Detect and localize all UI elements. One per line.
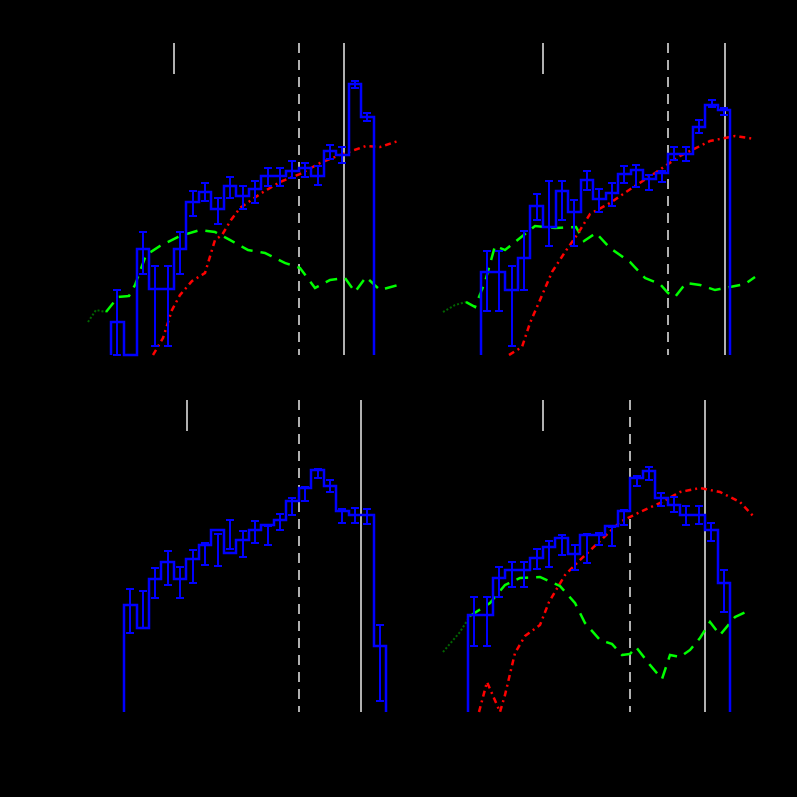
error-bar (326, 144, 334, 160)
error-bar (620, 509, 628, 526)
error-bar (301, 486, 309, 502)
error-bar (545, 180, 553, 247)
error-bar (708, 99, 716, 108)
error-bar (351, 507, 359, 524)
panel-top-right (442, 43, 756, 357)
error-bar (720, 107, 728, 116)
error-bar (583, 533, 591, 564)
error-bar (326, 479, 334, 493)
blue-step-histogram (122, 468, 388, 712)
error-bar (226, 176, 234, 199)
error-bar (645, 174, 653, 191)
error-bar (201, 182, 209, 202)
error-bar (113, 289, 121, 356)
error-bar (264, 167, 272, 187)
error-bar (483, 596, 491, 647)
blue-step-histogram (479, 103, 732, 355)
green-curve-start (87, 308, 107, 323)
error-bar (495, 566, 503, 598)
red-dashdot-curve (151, 139, 399, 356)
error-bar (558, 534, 566, 556)
error-bar (139, 590, 147, 629)
green-dashed-curve (465, 224, 756, 309)
red-dashdot-curve (508, 134, 756, 357)
error-bar (251, 520, 259, 544)
error-bar (682, 505, 690, 526)
error-bar (251, 180, 259, 204)
error-bar (164, 265, 172, 347)
error-bar (670, 146, 678, 161)
error-bar (658, 170, 666, 183)
error-bar (226, 519, 234, 550)
error-bar (720, 569, 728, 613)
panel-bottom-left (122, 400, 388, 712)
error-bar (126, 588, 134, 634)
error-bar (657, 492, 665, 507)
error-bar (620, 165, 628, 184)
error-bar (351, 80, 359, 89)
error-bar (695, 505, 703, 525)
error-bar (214, 197, 222, 225)
error-bar (363, 508, 371, 525)
error-bar (608, 526, 616, 547)
panel-top-left (87, 43, 399, 357)
error-bar (483, 250, 491, 312)
error-bar (571, 544, 579, 571)
red-dashdot-curve (477, 486, 756, 716)
error-bar (608, 182, 616, 207)
error-bar (376, 624, 384, 702)
error-bar (214, 533, 222, 567)
error-bar (682, 146, 690, 162)
error-bar (139, 231, 147, 275)
error-bar (276, 513, 284, 531)
error-bar (520, 230, 528, 291)
error-bar (545, 540, 553, 568)
error-bar (314, 165, 322, 186)
error-bar (520, 561, 528, 588)
error-bar (645, 466, 653, 481)
error-bar (276, 167, 284, 187)
green-dashed-curve (105, 228, 399, 313)
error-bar (570, 199, 578, 247)
error-bar (595, 188, 603, 213)
error-bar (707, 522, 715, 542)
error-bar (176, 566, 184, 599)
error-bar (151, 567, 159, 599)
error-bar (314, 468, 322, 479)
error-bar (583, 170, 591, 191)
error-bar (508, 265, 516, 347)
error-bar (201, 542, 209, 566)
error-bar (533, 193, 541, 221)
green-curve-start (442, 615, 471, 653)
error-bar (363, 112, 371, 122)
error-bar (288, 160, 296, 179)
error-bar (151, 265, 159, 347)
green-curve-start (442, 301, 467, 313)
error-bar (239, 185, 247, 210)
error-bar (239, 530, 247, 558)
error-bar (301, 162, 309, 178)
error-bar (670, 496, 678, 513)
error-bar (470, 596, 478, 647)
error-bar (632, 164, 640, 188)
green-dashed-curve (469, 575, 751, 682)
panel-bottom-right (442, 400, 756, 716)
error-bar (558, 180, 566, 221)
error-bar (595, 532, 603, 546)
error-bar (288, 497, 296, 516)
error-bar (176, 231, 184, 275)
error-bar (508, 561, 516, 588)
error-bar (633, 475, 641, 487)
error-bar (495, 250, 503, 312)
error-bar (164, 550, 172, 586)
error-bar (189, 549, 197, 584)
error-bar (338, 146, 346, 164)
error-bar (533, 548, 541, 570)
error-bar (264, 525, 272, 546)
error-bar (189, 190, 197, 217)
error-bar (338, 508, 346, 524)
error-bar (695, 119, 703, 134)
